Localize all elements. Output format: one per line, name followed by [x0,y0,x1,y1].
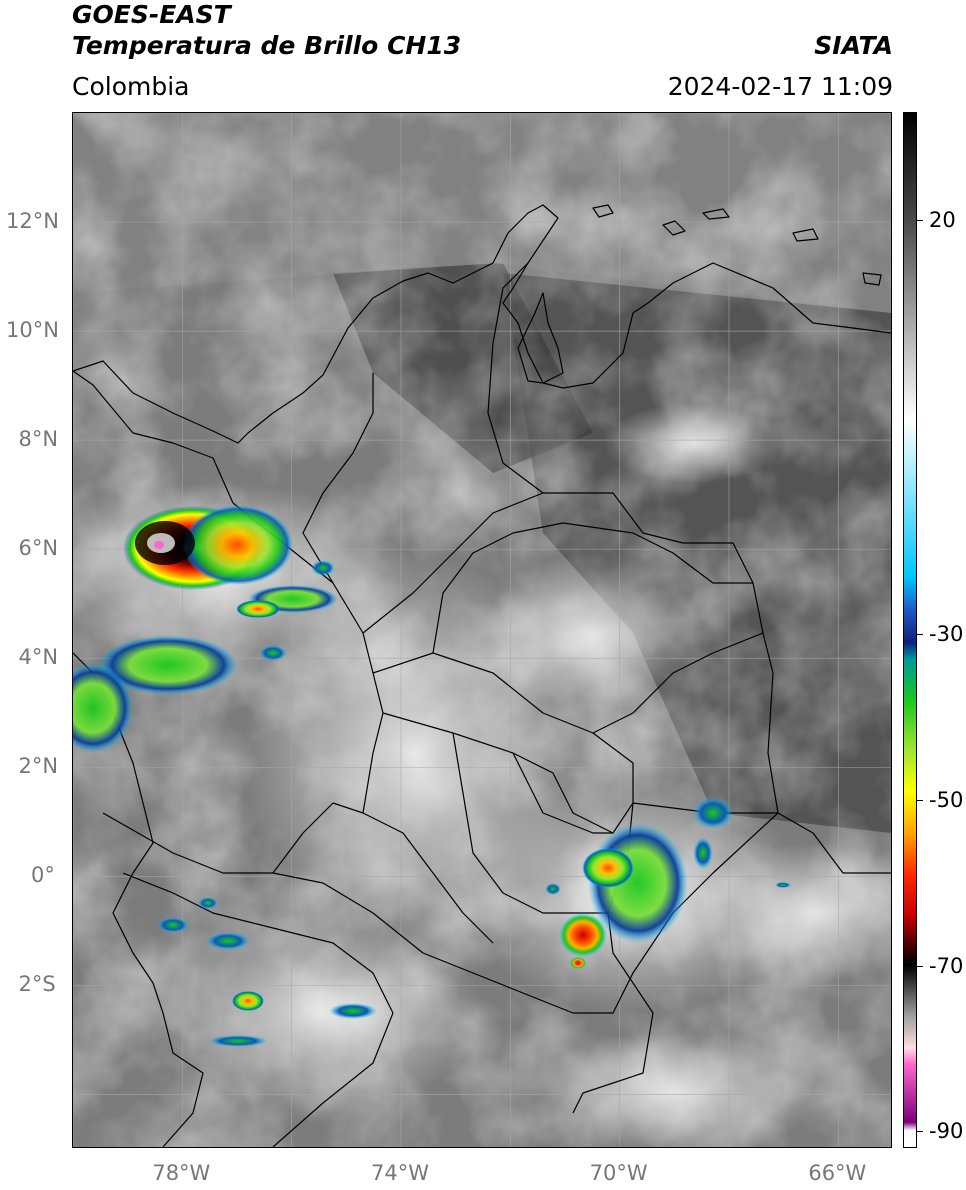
colorbar-tick-label: -30 [929,622,964,647]
convective-storms [73,505,791,1047]
colorbar-tick-mark [917,634,923,636]
internal-dept-11 [632,532,753,584]
storm-cell-vaupes-small [570,957,586,969]
longitude-label: 74°W [371,1161,429,1185]
latitude-label: 4°N [18,645,59,670]
storm-cell-ecuador-1 [157,917,189,933]
storm-cell-pacific-south [73,663,133,753]
storm-cell-small-2 [259,645,287,661]
internal-dept-9 [452,732,613,914]
latitude-label: 2°S [18,972,56,997]
island-aruba [592,204,614,218]
cloud-texture [73,113,891,1147]
internal-dept-3 [362,492,544,634]
island-orchila [702,208,730,220]
internal-dept-8 [272,802,364,874]
storm-cell-ecuador-2 [206,932,250,950]
coastline-lake-maracaibo [517,292,564,384]
timestamp: 2024-02-17 11:09 [667,72,893,101]
border-colombia-brazil [572,802,778,1114]
storm-cell-uraba-east [183,505,293,585]
storm-cell-east-1 [693,797,733,829]
latitude-label: 10°N [6,318,59,343]
internal-dept-7 [362,812,494,944]
satellite-map[interactable] [72,112,892,1148]
latitude-label: 8°N [18,427,59,452]
graticule [73,113,891,1147]
internal-dept-4 [302,373,374,584]
satellite-name: GOES-EAST [72,0,231,29]
agency-name: SIATA [814,31,893,60]
region-name: Colombia [72,72,190,101]
storm-cell-east-2 [693,837,713,869]
coastlines [73,204,891,1147]
colorbar-tick-mark [917,219,923,221]
border-colombia-venezuela [487,262,779,814]
storm-cell-choco-small [236,600,280,618]
island-trinidad [862,272,882,286]
colorbar-tick-label: -90 [929,1119,964,1144]
storm-cell-east-3 [545,883,561,895]
colorbar-tick-mark [917,799,923,801]
storm-cell-ecuador-6 [198,897,218,909]
island-curacao [662,220,686,236]
storm-cell-east-4 [775,882,791,888]
storm-cell-guaviare-core [582,848,634,888]
colorbar-tick-label: -50 [929,787,964,812]
longitude-label: 70°W [589,1161,648,1185]
storm-cell-pacific [98,635,238,695]
colorbar-tick-label: -70 [929,953,964,978]
longitude-label: 66°W [808,1161,867,1185]
storm-cell-ecuador-3 [232,991,264,1011]
temperature-colorbar [903,112,917,1148]
storm-overshoot-pink [154,541,164,549]
border-panama [73,370,234,504]
storm-cell-ecuador-4 [208,1035,268,1047]
storm-cell-vaupes [559,913,607,957]
border-venezuela-brazil [777,812,891,874]
colorbar-tick-label: 20 [929,207,956,232]
internal-dept-12 [592,632,764,734]
storm-cell-small-1 [311,560,335,576]
internal-dept-10 [512,752,613,834]
coastline-caribbean [73,204,891,444]
latitude-label: 12°N [6,209,59,234]
storm-cell-ecuador-5 [329,1003,377,1019]
colorbar-tick-mark [917,1131,923,1133]
latitude-label: 6°N [18,536,59,561]
latitude-label: 2°N [18,754,59,779]
internal-dept-5 [432,522,634,654]
border-colombia-ecuador [122,872,394,1147]
product-name: Temperatura de Brillo CH13 [72,31,462,60]
colorbar-tick-mark [917,965,923,967]
latitude-label: 0° [31,863,55,888]
longitude-label: 78°W [152,1161,211,1185]
island-margarita [792,228,819,242]
map-canvas [73,113,891,1147]
